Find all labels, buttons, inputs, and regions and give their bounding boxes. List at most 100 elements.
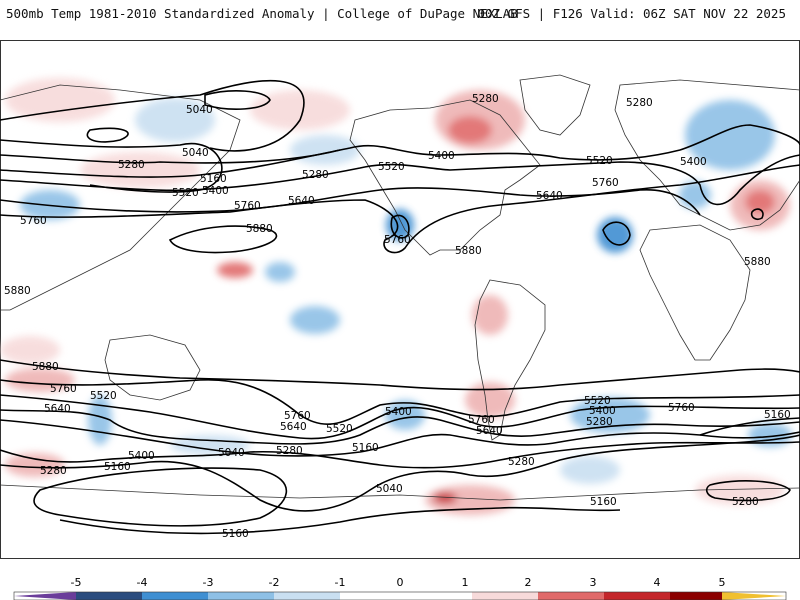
warm-anomaly <box>465 382 515 418</box>
warm-anomaly <box>0 336 60 364</box>
contour-5160-antarctic <box>59 506 621 535</box>
contour-label: 5160 <box>104 461 131 473</box>
legend-swatch <box>208 592 274 600</box>
asia-coast <box>0 84 241 311</box>
contour-label: 5040 <box>186 104 213 116</box>
cool-anomaly <box>290 306 340 334</box>
contour-label: 5040 <box>218 447 245 459</box>
contour-label: 5520 <box>586 155 613 167</box>
legend-swatch <box>406 592 472 600</box>
legend-tick: 5 <box>719 576 726 589</box>
legend-ticks: -5 -4 -3 -2 -1 0 1 2 3 4 5 <box>71 576 726 589</box>
contour-5640-south <box>0 394 800 440</box>
contour-label: 5520 <box>90 390 117 402</box>
contour-5040 <box>204 90 271 110</box>
legend-swatch <box>604 592 670 600</box>
contour-5040-north <box>0 79 305 152</box>
contour-5760 <box>0 164 800 254</box>
eurasia-coast <box>614 79 800 231</box>
contour-5400 <box>0 124 800 178</box>
contour-label: 5400 <box>128 450 155 462</box>
contour-label: 5280 <box>732 496 759 508</box>
contour-label: 5640 <box>476 425 503 437</box>
legend-tick: 1 <box>462 576 469 589</box>
contour-labels: 5040 5040 5280 5160 5520 5400 5280 5760 … <box>4 93 791 540</box>
contour-5880-south <box>0 359 800 391</box>
contour-label: 5040 <box>376 483 403 495</box>
contour-label: 5400 <box>385 406 412 418</box>
contour-5640 <box>0 187 701 216</box>
contour-label: 5880 <box>744 256 771 268</box>
contour-5160-east <box>699 417 800 436</box>
contour-label: 5880 <box>246 223 273 235</box>
contour-label: 5280 <box>508 456 535 468</box>
contour-label: 5280 <box>472 93 499 105</box>
legend-swatch <box>76 592 142 600</box>
contour-label: 5400 <box>428 150 455 162</box>
contour-5280-south <box>0 441 800 469</box>
antarctica-coast <box>0 484 800 501</box>
contour-label: 5640 <box>536 190 563 202</box>
contour-low-atlantic <box>602 221 631 246</box>
legend-tick: -3 <box>203 576 214 589</box>
contour-label: 5760 <box>284 410 311 422</box>
warm-anomaly <box>448 116 492 144</box>
contour-label: 5640 <box>44 403 71 415</box>
legend-swatch <box>670 592 722 600</box>
legend-tick: -4 <box>137 576 148 589</box>
legend-tick: 2 <box>525 576 532 589</box>
contour-label: 5760 <box>20 215 47 227</box>
cool-anomaly <box>685 100 775 170</box>
contour-label: 5280 <box>626 97 653 109</box>
height-contours <box>0 79 800 535</box>
contour-label: 5160 <box>352 442 379 454</box>
warm-anomaly <box>217 262 253 278</box>
contour-5040 <box>86 127 129 143</box>
north-america-coast <box>349 99 541 256</box>
legend-tick: 3 <box>590 576 597 589</box>
contour-label: 5160 <box>200 173 227 185</box>
anomaly-map: 5040 5040 5280 5160 5520 5400 5280 5760 … <box>0 40 800 559</box>
contour-label: 5400 <box>680 156 707 168</box>
contour-5880 <box>168 225 278 254</box>
contour-label: 5280 <box>276 445 303 457</box>
contour-label: 5280 <box>118 159 145 171</box>
contour-label: 5280 <box>586 416 613 428</box>
cool-anomaly <box>290 135 360 165</box>
contour-label: 5520 <box>326 423 353 435</box>
contour-label: 5640 <box>288 195 315 207</box>
contour-label: 5760 <box>592 177 619 189</box>
greenland-coast <box>519 74 591 136</box>
legend-arrow-max <box>722 592 786 600</box>
contour-label: 5520 <box>172 187 199 199</box>
map-title: 500mb Temp 1981-2010 Standardized Anomal… <box>6 6 518 21</box>
contour-5520-south <box>0 409 800 445</box>
warm-anomaly <box>433 492 457 504</box>
cool-anomaly <box>135 98 215 142</box>
contour-label: 5640 <box>280 421 307 433</box>
legend-swatch <box>142 592 208 600</box>
contour-label: 5520 <box>378 161 405 173</box>
contour-label: 5880 <box>4 285 31 297</box>
contour-label: 5280 <box>302 169 329 181</box>
warm-anomaly <box>250 90 350 130</box>
legend-tick: 0 <box>397 576 404 589</box>
legend-tick: -5 <box>71 576 82 589</box>
contour-5280 <box>0 149 341 164</box>
warm-anomaly <box>745 190 775 214</box>
cool-anomaly <box>265 262 295 282</box>
contour-label: 5760 <box>468 414 495 426</box>
contour-5160-south <box>0 434 800 512</box>
contour-low-europe <box>750 208 764 220</box>
cool-anomaly <box>560 456 620 484</box>
contour-label: 5880 <box>455 245 482 257</box>
contour-label: 5760 <box>384 234 411 246</box>
legend-arrow-min <box>14 592 76 600</box>
contour-label: 5400 <box>202 185 229 197</box>
legend-swatch <box>340 592 406 600</box>
contour-5280-antarctic <box>705 480 791 502</box>
contour-label: 5520 <box>584 395 611 407</box>
contour-label: 5760 <box>234 200 261 212</box>
contour-label: 5760 <box>50 383 77 395</box>
model-run-info: 00Z GFS | F126 Valid: 06Z SAT NOV 22 202… <box>477 6 786 21</box>
